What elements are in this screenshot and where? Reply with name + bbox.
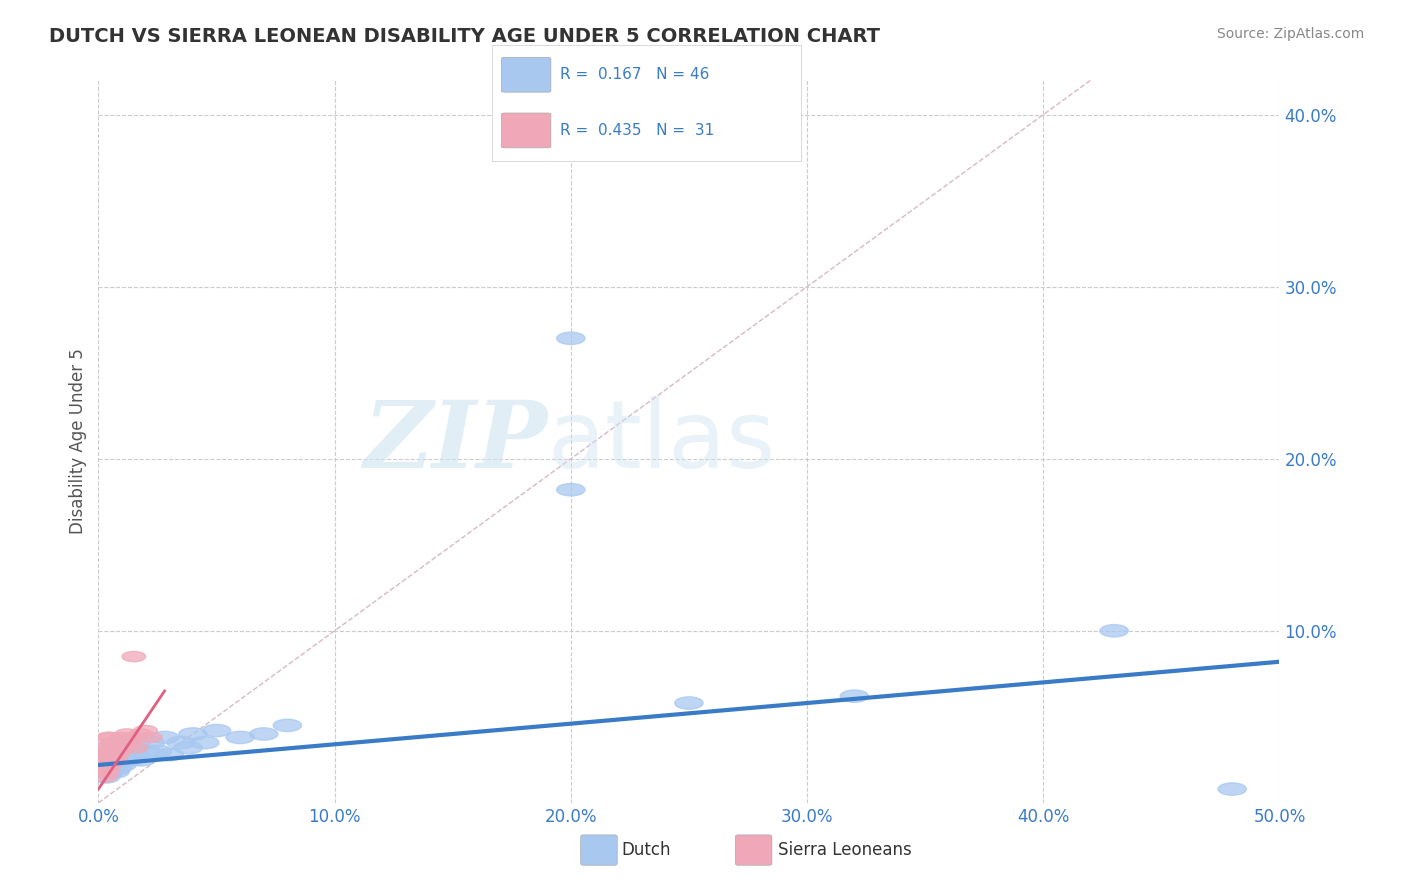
Ellipse shape <box>174 741 202 754</box>
Ellipse shape <box>105 738 129 747</box>
Text: Dutch: Dutch <box>621 841 671 859</box>
Ellipse shape <box>129 729 153 739</box>
Ellipse shape <box>110 732 134 742</box>
Ellipse shape <box>155 748 183 761</box>
Ellipse shape <box>91 759 120 772</box>
Ellipse shape <box>89 764 112 773</box>
FancyBboxPatch shape <box>502 57 551 92</box>
Ellipse shape <box>103 762 132 774</box>
Ellipse shape <box>94 760 117 770</box>
Ellipse shape <box>89 749 112 760</box>
Ellipse shape <box>110 754 139 766</box>
Ellipse shape <box>96 749 120 760</box>
Ellipse shape <box>105 748 134 761</box>
Y-axis label: Disability Age Under 5: Disability Age Under 5 <box>69 349 87 534</box>
Text: R =  0.167   N = 46: R = 0.167 N = 46 <box>560 67 710 82</box>
Ellipse shape <box>226 731 254 744</box>
Ellipse shape <box>101 755 124 765</box>
Ellipse shape <box>191 737 219 748</box>
Ellipse shape <box>103 742 127 753</box>
Text: Source: ZipAtlas.com: Source: ZipAtlas.com <box>1216 27 1364 41</box>
Ellipse shape <box>167 737 195 748</box>
Ellipse shape <box>122 732 146 742</box>
Ellipse shape <box>94 772 117 782</box>
Ellipse shape <box>98 759 127 772</box>
Text: ZIP: ZIP <box>363 397 547 486</box>
Ellipse shape <box>136 737 165 748</box>
Ellipse shape <box>96 765 124 778</box>
Ellipse shape <box>675 697 703 709</box>
Ellipse shape <box>1218 783 1246 796</box>
Ellipse shape <box>94 745 122 757</box>
Ellipse shape <box>143 745 172 757</box>
Ellipse shape <box>112 745 141 757</box>
Text: Sierra Leoneans: Sierra Leoneans <box>778 841 911 859</box>
Ellipse shape <box>557 483 585 496</box>
Ellipse shape <box>202 724 231 737</box>
Ellipse shape <box>557 332 585 344</box>
Ellipse shape <box>87 762 115 774</box>
Ellipse shape <box>96 732 120 742</box>
FancyBboxPatch shape <box>502 113 551 148</box>
Ellipse shape <box>120 748 148 761</box>
Ellipse shape <box>91 767 115 777</box>
Ellipse shape <box>101 754 129 766</box>
Ellipse shape <box>103 745 132 757</box>
Ellipse shape <box>108 737 136 748</box>
Text: R =  0.435   N =  31: R = 0.435 N = 31 <box>560 123 714 138</box>
Ellipse shape <box>105 749 129 760</box>
Ellipse shape <box>122 651 146 662</box>
Ellipse shape <box>134 725 157 736</box>
Ellipse shape <box>98 732 122 742</box>
Ellipse shape <box>117 741 146 754</box>
Ellipse shape <box>108 759 136 772</box>
Ellipse shape <box>96 741 124 754</box>
Ellipse shape <box>112 742 136 753</box>
Ellipse shape <box>96 767 120 777</box>
Ellipse shape <box>124 742 148 753</box>
Ellipse shape <box>96 754 124 766</box>
Ellipse shape <box>1099 624 1128 637</box>
Ellipse shape <box>98 760 122 770</box>
Ellipse shape <box>101 738 124 747</box>
Ellipse shape <box>89 754 117 766</box>
Ellipse shape <box>94 762 122 774</box>
Text: atlas: atlas <box>547 395 776 488</box>
Text: DUTCH VS SIERRA LEONEAN DISABILITY AGE UNDER 5 CORRELATION CHART: DUTCH VS SIERRA LEONEAN DISABILITY AGE U… <box>49 27 880 45</box>
Ellipse shape <box>150 731 179 744</box>
Ellipse shape <box>179 728 207 740</box>
Ellipse shape <box>108 746 132 756</box>
Ellipse shape <box>91 771 120 783</box>
Ellipse shape <box>91 742 115 753</box>
Ellipse shape <box>103 755 127 765</box>
Ellipse shape <box>122 737 150 748</box>
Ellipse shape <box>91 755 115 765</box>
Ellipse shape <box>115 754 143 766</box>
Ellipse shape <box>98 746 122 756</box>
Ellipse shape <box>841 690 869 702</box>
Ellipse shape <box>115 729 139 739</box>
Ellipse shape <box>250 728 278 740</box>
Ellipse shape <box>98 748 127 761</box>
Ellipse shape <box>89 765 117 778</box>
Ellipse shape <box>91 748 120 761</box>
Ellipse shape <box>139 732 162 742</box>
Ellipse shape <box>132 745 160 757</box>
Ellipse shape <box>101 765 129 778</box>
Ellipse shape <box>273 719 301 731</box>
Ellipse shape <box>117 738 141 747</box>
Ellipse shape <box>127 754 155 766</box>
Ellipse shape <box>94 746 117 756</box>
